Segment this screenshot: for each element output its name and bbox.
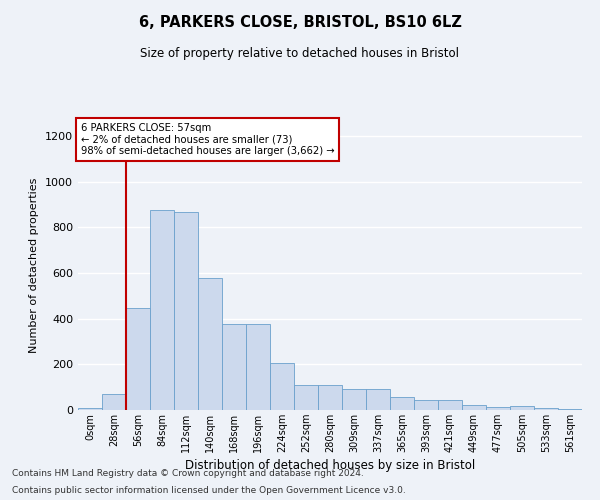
Bar (366, 390, 390, 410)
Bar (534, 408, 558, 410)
Text: 6 PARKERS CLOSE: 57sqm
← 2% of detached houses are smaller (73)
98% of semi-deta: 6 PARKERS CLOSE: 57sqm ← 2% of detached … (80, 123, 334, 156)
Text: 6, PARKERS CLOSE, BRISTOL, BS10 6LZ: 6, PARKERS CLOSE, BRISTOL, BS10 6LZ (139, 15, 461, 30)
Bar (510, 406, 534, 410)
Bar (414, 400, 438, 410)
Bar (150, 210, 174, 410)
Bar (342, 390, 366, 410)
Bar (174, 212, 198, 410)
Bar (390, 398, 414, 410)
Bar (270, 363, 294, 410)
X-axis label: Distribution of detached houses by size in Bristol: Distribution of detached houses by size … (185, 459, 475, 472)
Bar (246, 324, 270, 410)
Bar (126, 308, 150, 410)
Text: Size of property relative to detached houses in Bristol: Size of property relative to detached ho… (140, 48, 460, 60)
Bar (462, 405, 486, 410)
Bar (78, 408, 102, 410)
Bar (198, 278, 222, 410)
Bar (486, 406, 510, 410)
Bar (102, 394, 126, 410)
Text: Contains public sector information licensed under the Open Government Licence v3: Contains public sector information licen… (12, 486, 406, 495)
Y-axis label: Number of detached properties: Number of detached properties (29, 178, 40, 352)
Bar (318, 385, 342, 410)
Bar (558, 409, 582, 410)
Bar (438, 400, 462, 410)
Bar (222, 324, 246, 410)
Bar (294, 385, 318, 410)
Text: Contains HM Land Registry data © Crown copyright and database right 2024.: Contains HM Land Registry data © Crown c… (12, 468, 364, 477)
